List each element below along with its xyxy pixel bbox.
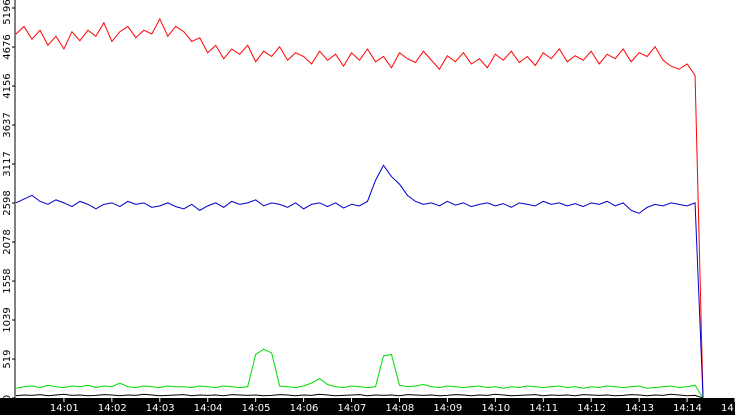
x-axis-strip — [0, 398, 735, 415]
y-tick-label: 3637 — [2, 112, 13, 137]
x-tick-label: 14:08 — [385, 403, 414, 414]
x-tick-label: 14:05 — [242, 403, 271, 414]
y-tick-label: 1558 — [2, 268, 13, 293]
series-line — [15, 17, 704, 399]
y-tick-label: 3117 — [2, 151, 13, 176]
x-tick-label: 14:06 — [290, 403, 319, 414]
x-tick-label: 14:10 — [481, 403, 510, 414]
y-tick-label: 2078 — [2, 229, 13, 254]
x-tick-label: 14:02 — [98, 403, 127, 414]
y-tick-label: 5196 — [2, 0, 13, 25]
x-tick-label: 14:01 — [50, 403, 79, 414]
y-tick-label: 0 — [2, 395, 13, 401]
series-line — [15, 348, 704, 399]
x-tick-label: 14 — [721, 403, 734, 414]
series-line — [15, 164, 704, 399]
x-tick-label: 14:07 — [338, 403, 367, 414]
y-tick-label: 2598 — [2, 190, 13, 215]
x-tick-label: 14:09 — [433, 403, 462, 414]
x-tick-label: 14:11 — [529, 403, 558, 414]
x-tick-label: 14:13 — [625, 403, 654, 414]
series-line — [15, 393, 704, 399]
x-tick-label: 14:12 — [577, 403, 606, 414]
x-tick-label: 14:14 — [673, 403, 702, 414]
x-tick-label: 14:04 — [194, 403, 223, 414]
y-tick-label: 1039 — [2, 307, 13, 332]
x-tick-label: 14:03 — [146, 403, 175, 414]
y-tick-label: 519 — [2, 349, 13, 368]
y-tick-label: 4156 — [2, 73, 13, 98]
y-tick-label: 4676 — [2, 34, 13, 59]
